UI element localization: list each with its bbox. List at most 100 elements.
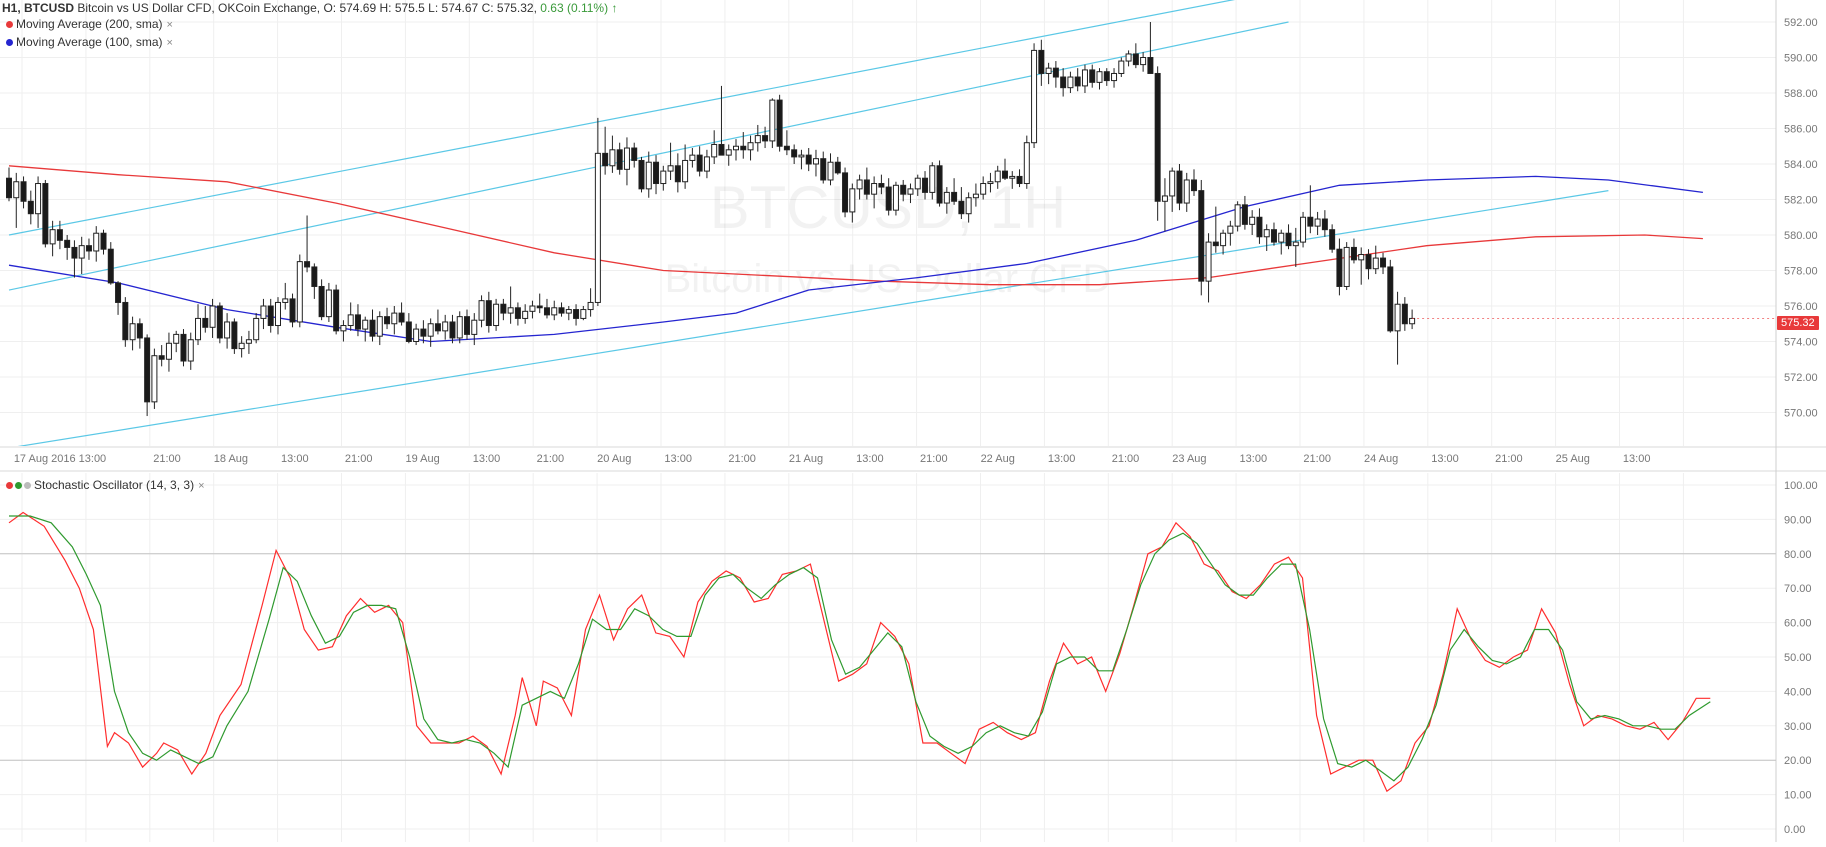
candle (1067, 71, 1074, 93)
price-tick-label: 590.00 (1784, 53, 1818, 65)
candle-body (667, 165, 674, 172)
candle-body (1016, 175, 1023, 185)
candle (762, 126, 769, 149)
candle (631, 142, 638, 168)
candle-body (340, 325, 347, 332)
price-tick-label: 578.00 (1784, 266, 1818, 278)
candle (216, 302, 223, 344)
price-tick-label: 586.00 (1784, 124, 1818, 136)
candle (13, 172, 20, 228)
candle-body (565, 309, 572, 314)
candle-body (507, 307, 514, 314)
candle-body (1176, 170, 1183, 204)
candle (812, 149, 819, 177)
candle-body (580, 309, 587, 319)
candle-body (696, 154, 703, 172)
candle-body (449, 321, 456, 339)
candle (1045, 62, 1052, 85)
candle-body (471, 319, 478, 335)
candle-body (1329, 229, 1336, 250)
candle (136, 318, 143, 349)
candle (1263, 224, 1270, 251)
candle (260, 298, 267, 330)
candle-body (115, 282, 122, 303)
oscillator-tick-label: 90.00 (1784, 514, 1812, 526)
time-tick-label: 23 Aug (1172, 453, 1206, 465)
candle-body (660, 170, 667, 185)
close-icon[interactable]: × (198, 480, 205, 492)
price-tick-label: 576.00 (1784, 301, 1818, 313)
candle (885, 178, 892, 216)
time-tick-label: 13:00 (664, 453, 692, 465)
candle-body (209, 305, 216, 328)
oscillator-tick-label: 0.00 (1784, 824, 1805, 836)
candle (405, 313, 412, 344)
time-tick-label: 22 Aug (981, 453, 1015, 465)
candle-body (1343, 246, 1350, 287)
candle (1278, 229, 1285, 255)
candle (667, 142, 674, 180)
candle-body (1336, 248, 1343, 287)
time-tick-label: 21:00 (728, 453, 756, 465)
candle (1350, 238, 1357, 264)
candle (456, 311, 463, 344)
candle (1358, 247, 1365, 285)
candle-body (943, 191, 950, 204)
candle (776, 94, 783, 152)
legend-ma200-label: Moving Average (200, sma) (16, 17, 163, 31)
candle (827, 153, 834, 186)
candle (878, 174, 885, 195)
candle (769, 98, 776, 149)
candle (536, 293, 543, 314)
candle-body (180, 333, 187, 362)
candle (747, 135, 754, 161)
candle-body (1358, 254, 1365, 261)
candle-body (645, 161, 652, 190)
candle-body (1191, 179, 1198, 192)
candle (85, 238, 92, 260)
candle (551, 300, 558, 321)
candle (1096, 68, 1103, 90)
close-icon[interactable]: × (166, 19, 173, 31)
candle-body (1387, 266, 1394, 332)
candle (267, 298, 274, 333)
oscillator-tick-label: 20.00 (1784, 755, 1812, 767)
candle-body (762, 135, 769, 142)
candle (1234, 201, 1241, 232)
candle (129, 316, 136, 351)
candle (427, 318, 434, 347)
candle (333, 284, 340, 335)
green-dot-icon (15, 482, 22, 489)
close-icon[interactable]: × (166, 37, 173, 49)
candle-body (413, 328, 420, 343)
candle (464, 309, 471, 340)
legend-stochastic[interactable]: Stochastic Oscillator (14, 3, 3) × (0, 477, 205, 494)
candle-body (623, 147, 630, 170)
candle (165, 332, 172, 372)
candle (1001, 158, 1008, 180)
candle-body (1118, 60, 1125, 74)
candle-body (333, 289, 340, 332)
channel-line (8, 0, 1236, 236)
candle (1329, 224, 1336, 253)
candle (325, 282, 332, 322)
candle-body (1147, 57, 1154, 74)
candle (449, 314, 456, 344)
candle (42, 179, 49, 248)
candle (1256, 208, 1263, 244)
candle-body (398, 312, 405, 323)
legend-ma100[interactable]: Moving Average (100, sma) × (0, 34, 173, 51)
candle-body (863, 179, 870, 195)
candle (6, 167, 12, 202)
candle-body (638, 159, 645, 190)
time-tick-label: 21:00 (1495, 453, 1523, 465)
candle (1387, 259, 1394, 333)
candle-body (827, 161, 834, 181)
legend-ma200[interactable]: Moving Average (200, sma) × (0, 16, 173, 33)
candle-body (594, 152, 601, 303)
candle-body (1038, 49, 1045, 74)
candle (296, 254, 303, 328)
oscillator-tick-label: 80.00 (1784, 549, 1812, 561)
